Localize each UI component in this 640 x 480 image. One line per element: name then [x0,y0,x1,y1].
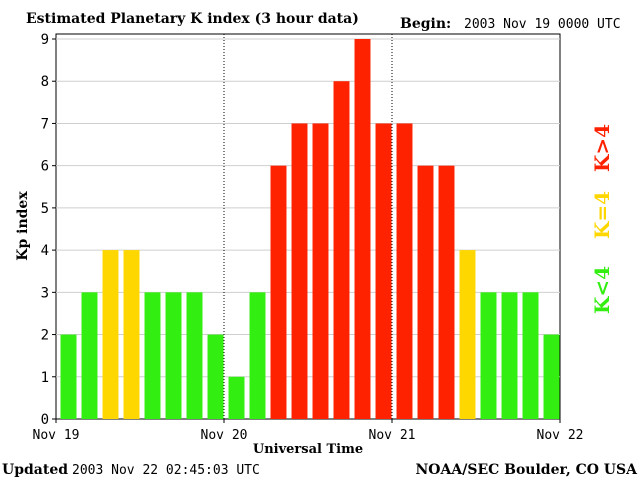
y-tick-label: 5 [41,201,49,217]
y-tick-label: 9 [41,32,49,48]
legend-k-equal-4: K=4 [590,191,614,239]
kp-bar [123,250,140,419]
x-tick-label: Nov 19 [33,428,80,443]
kp-bar [459,250,476,419]
kp-bar [354,39,371,419]
plot-frame [55,33,561,420]
kp-bar [312,123,329,419]
kp-bar [291,123,308,419]
kp-bar [333,81,350,419]
y-tick-label: 2 [41,328,49,344]
kp-bar [102,250,119,419]
y-tick-label: 8 [41,74,49,90]
kp-bar [522,292,539,419]
kp-bar [375,123,392,419]
y-tick-label: 0 [41,412,49,428]
y-axis-label: Kp index [15,191,31,261]
kp-bar [543,334,560,419]
kp-bar [417,165,434,419]
kp-bar [480,292,497,419]
x-tick-label: Nov 20 [201,428,248,443]
y-tick-label: 4 [41,243,49,259]
kp-bar [396,123,413,419]
x-tick-label: Nov 22 [537,428,584,443]
chart-title: Estimated Planetary K index (3 hour data… [26,11,359,27]
y-tick-label: 3 [41,285,49,301]
kp-bar [144,292,161,419]
begin-value: 2003 Nov 19 0000 UTC [464,17,621,32]
x-axis-label: Universal Time [253,442,363,457]
kp-bar [207,334,224,419]
kp-bar [186,292,203,419]
legend-k-less-4: K<4 [590,266,614,314]
source-credit: NOAA/SEC Boulder, CO USA [416,462,639,478]
kp-bar [81,292,98,419]
updated-value: 2003 Nov 22 02:45:03 UTC [72,463,260,478]
y-tick-label: 6 [41,159,49,175]
kp-bar [438,165,455,419]
kp-bar [270,165,287,419]
kp-bar [60,334,77,419]
begin-label: Begin: [400,16,451,32]
y-tick-label: 7 [41,116,49,132]
legend-k-greater-4: K>4 [590,124,614,172]
kp-bar [165,292,182,419]
kp-bar [249,292,266,419]
kp-bar [228,376,245,419]
x-tick-label: Nov 21 [369,428,416,443]
y-tick-label: 1 [41,370,49,386]
updated-label: Updated [2,462,68,478]
kp-bar [501,292,518,419]
